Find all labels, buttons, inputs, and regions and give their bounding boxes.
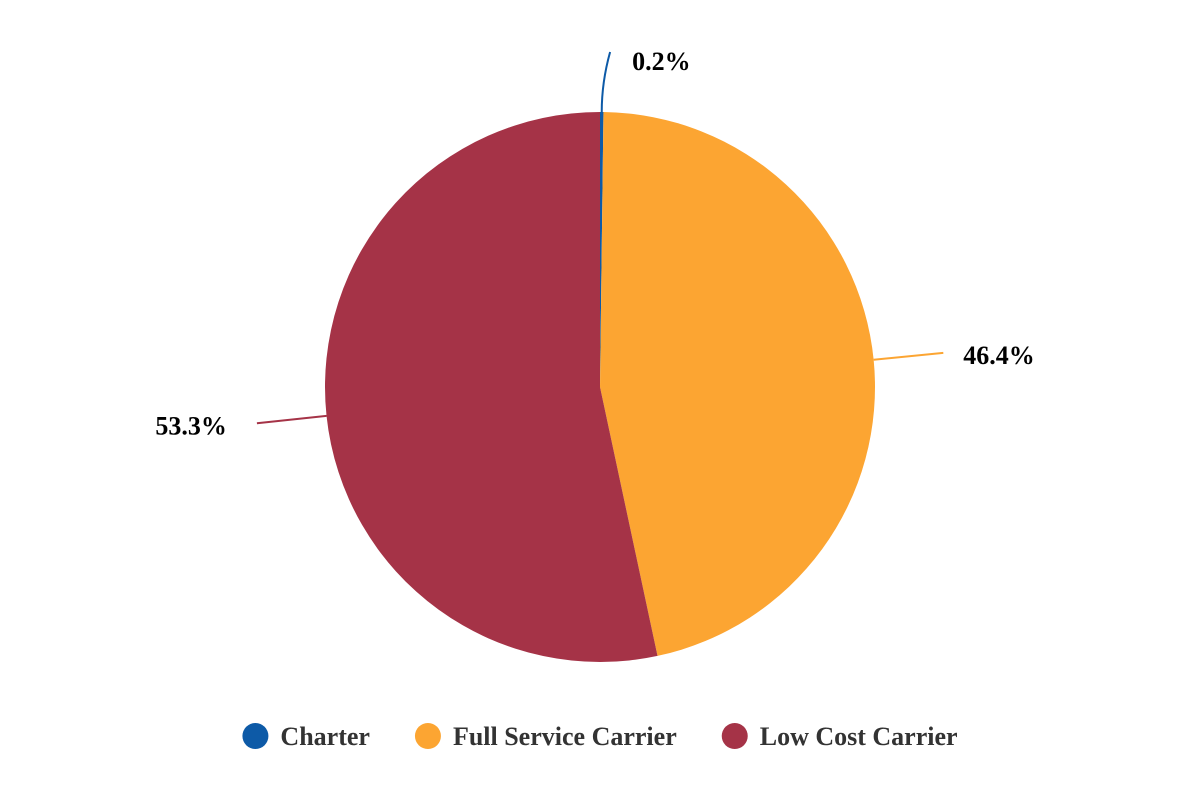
pie-slice-full-service-carrier[interactable] [600,112,876,656]
legend-marker-low-cost-carrier [721,723,748,749]
leader-line-charter [600,51,612,113]
legend-item-full-service-carrier[interactable]: Full Service Carrier [414,722,677,751]
pie-slice-low-cost-carrier[interactable] [325,112,658,662]
legend-label-low-cost-carrier: Low Cost Carrier [760,722,958,751]
legend-label-charter: Charter [280,722,370,751]
legend-label-full-service-carrier: Full Service Carrier [453,722,677,751]
leader-line-full-service-carrier [873,351,944,361]
pie-slices [325,112,876,662]
legend: Charter Full Service Carrier Low Cost Carr… [242,722,958,751]
pie-slice-charter[interactable] [600,112,604,387]
legend-marker-charter [242,723,269,749]
data-label-full-service-carrier: 46.4% [963,341,1035,370]
pie-leader-lines [256,51,944,425]
data-label-charter: 0.2% [632,47,691,76]
pie-data-labels: 0.2% 46.4% 53.3% [155,47,1034,440]
legend-item-low-cost-carrier[interactable]: Low Cost Carrier [721,722,958,751]
data-label-low-cost-carrier: 53.3% [155,411,227,440]
leader-line-low-cost-carrier [256,414,327,425]
legend-marker-full-service-carrier [414,723,441,749]
legend-item-charter[interactable]: Charter [242,722,370,751]
